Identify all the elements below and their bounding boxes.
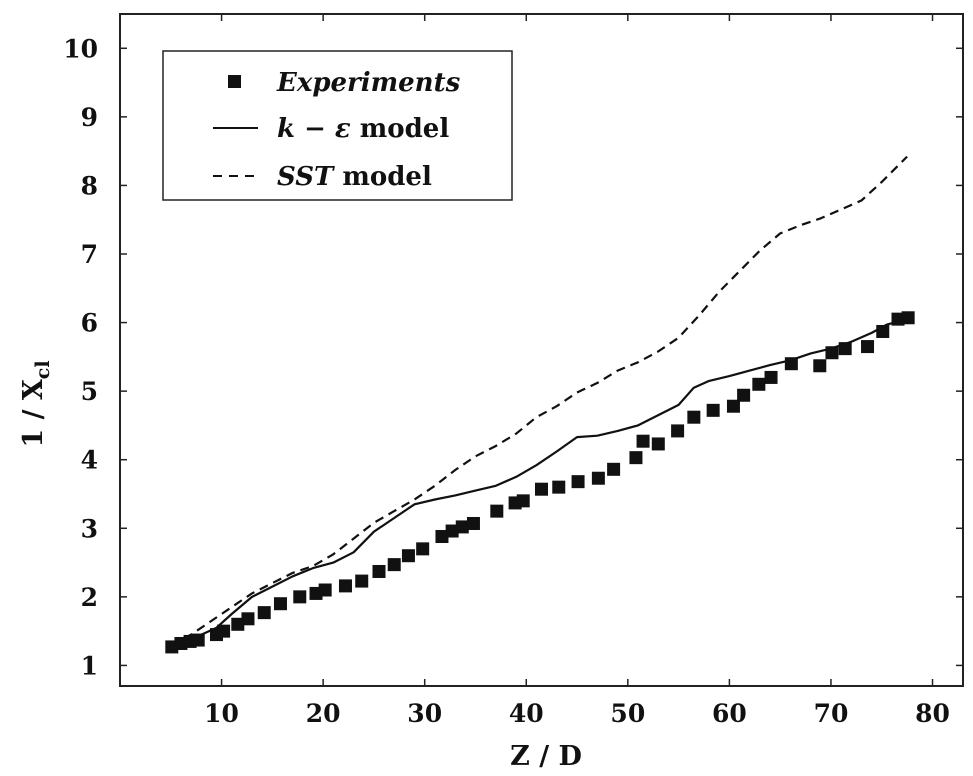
y-tick-label: 6 xyxy=(81,309,98,338)
experiment-point xyxy=(273,597,287,611)
experiment-point xyxy=(861,340,875,354)
experiment-point xyxy=(552,480,566,494)
experiment-point xyxy=(217,624,231,638)
series-line-sst-model xyxy=(170,155,908,646)
experiment-point xyxy=(607,462,621,476)
legend-label-k-epsilon: k − ε model xyxy=(277,114,449,144)
experiment-point xyxy=(466,516,480,530)
legend-entry-k-epsilon: k − ε model xyxy=(213,114,449,144)
legend-label-sst: SST model xyxy=(277,162,432,192)
plot-frame xyxy=(119,13,964,687)
legend-label-experiments: Experiments xyxy=(276,68,461,98)
x-tick-label: 70 xyxy=(814,699,849,728)
y-axis-title: 1 / Xcl xyxy=(18,360,54,447)
experiment-point xyxy=(338,579,352,593)
experiment-point xyxy=(435,530,449,544)
experiment-point xyxy=(231,617,245,631)
y-tick-label: 10 xyxy=(63,34,98,63)
y-tick-label: 7 xyxy=(81,240,98,269)
x-tick-label: 30 xyxy=(407,699,442,728)
experiment-point xyxy=(355,574,369,588)
y-axis-title-subscript: cl xyxy=(32,360,54,379)
experiment-point xyxy=(764,370,778,384)
experiment-point xyxy=(455,520,469,534)
y-tick-label: 5 xyxy=(81,377,98,406)
experiment-point xyxy=(901,311,915,325)
x-tick-label: 40 xyxy=(509,699,544,728)
legend-entry-sst: SST model xyxy=(213,162,432,192)
experiment-point xyxy=(293,590,307,604)
experiment-point xyxy=(387,558,401,572)
experiment-point xyxy=(445,524,459,538)
y-tick-label: 4 xyxy=(81,446,98,475)
x-tick-label: 10 xyxy=(204,699,239,728)
experiment-point xyxy=(241,612,255,626)
experiment-point xyxy=(416,542,430,556)
experiment-point xyxy=(687,410,701,424)
experiment-point xyxy=(726,399,740,413)
y-axis-title-main: 1 / X xyxy=(18,379,49,447)
experiment-point xyxy=(671,424,685,438)
experiment-point xyxy=(591,471,605,485)
series-layer xyxy=(165,155,915,654)
y-tick-label: 2 xyxy=(81,583,98,612)
x-tick-label: 20 xyxy=(306,699,341,728)
y-tick-label: 1 xyxy=(81,651,98,680)
experiment-point xyxy=(318,583,332,597)
experiment-point xyxy=(737,388,751,402)
y-tick-label: 3 xyxy=(81,514,98,543)
experiment-point xyxy=(257,606,271,620)
experiment-point xyxy=(490,504,504,518)
experiment-point xyxy=(706,403,720,417)
experiment-point xyxy=(636,434,650,448)
experiment-point xyxy=(401,549,415,563)
legend-square-marker xyxy=(228,75,241,88)
experiment-point xyxy=(535,482,548,496)
x-tick-label: 50 xyxy=(610,699,645,728)
legend: Experiments k − ε model SST model xyxy=(162,50,513,201)
ticks-layer: 10 20 30 40 50 60 70 80 1 2 3 4 5 6 7 8 9 10 xyxy=(63,14,963,728)
experiment-point xyxy=(516,494,530,508)
legend-entry-experiments: Experiments xyxy=(228,68,461,98)
experiment-point xyxy=(813,359,827,373)
x-tick-label: 80 xyxy=(915,699,950,728)
experiment-point xyxy=(571,475,585,489)
x-tick-label: 60 xyxy=(712,699,747,728)
experiment-point xyxy=(651,437,665,451)
x-axis-title: Z / D xyxy=(510,741,582,772)
experiment-point xyxy=(752,377,766,391)
experiment-point xyxy=(629,451,643,465)
experiment-point xyxy=(372,564,386,578)
series-line-k-model xyxy=(170,318,908,648)
y-tick-label: 8 xyxy=(81,171,98,200)
y-tick-label: 9 xyxy=(81,103,98,132)
